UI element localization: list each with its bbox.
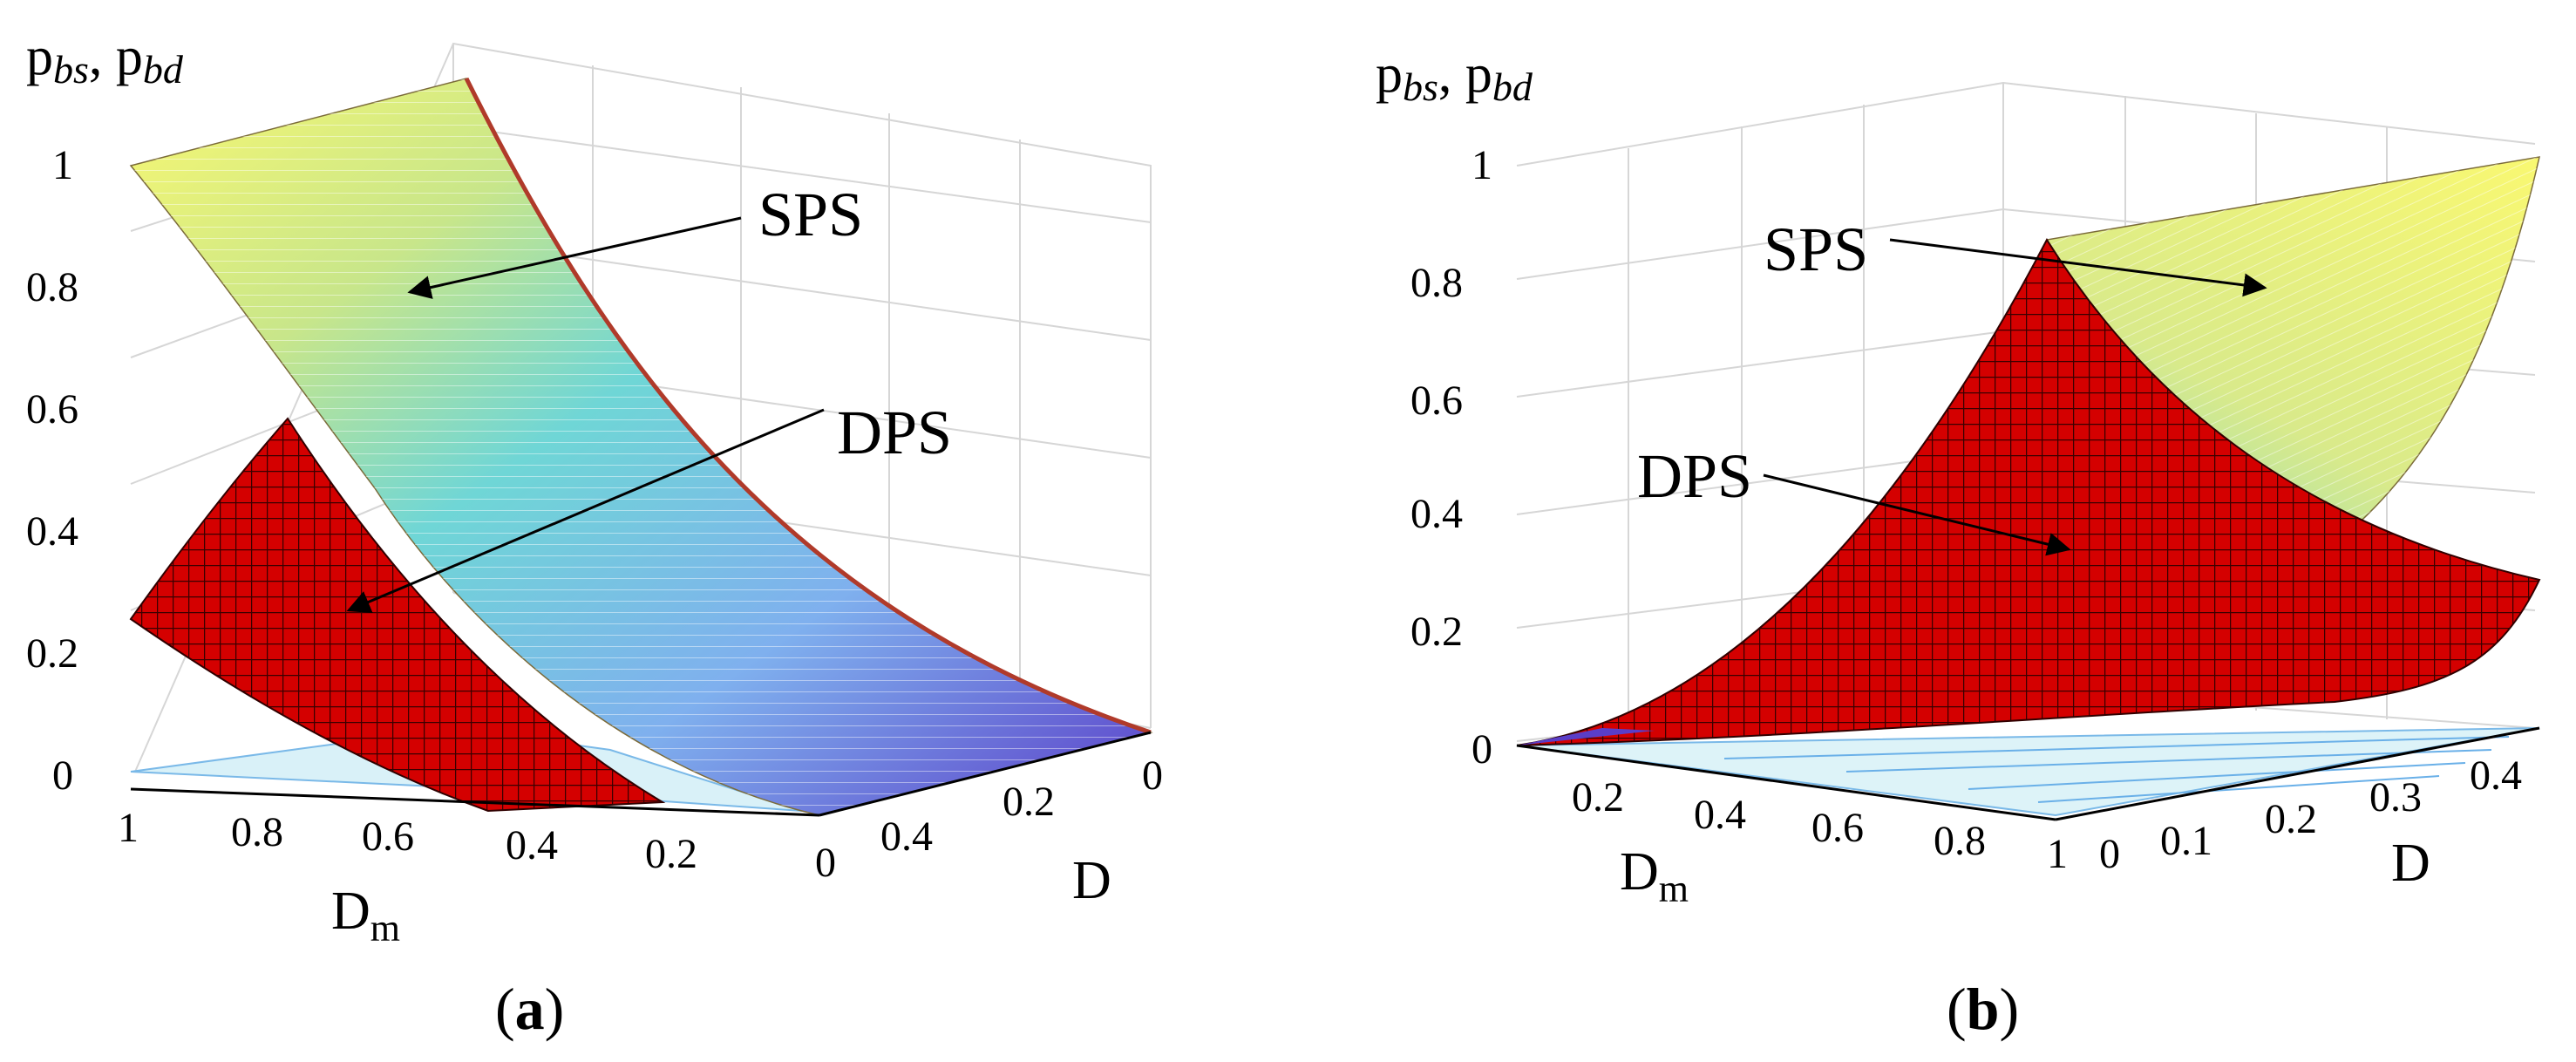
dps-arrow-a xyxy=(346,408,825,613)
dm-ticks-a: 1 0.8 0.6 0.4 0.2 0 xyxy=(118,805,836,886)
sps-arrow-b xyxy=(1889,238,2267,297)
z-axis-label-a: pbs, pbd xyxy=(26,27,184,92)
dm-tick-a-1: 0.8 xyxy=(231,809,283,855)
dm-tick-b-3: 0.8 xyxy=(1934,818,1986,864)
dm-tick-b-0: 0.2 xyxy=(1572,774,1624,820)
z-tick-a-0: 0 xyxy=(52,752,73,799)
z-ticks-b: 0 0.2 0.4 0.6 0.8 1 xyxy=(1410,142,1492,773)
d-tick-a-0: 0.4 xyxy=(880,814,933,860)
chart-b-svg: 0 0.2 0.4 0.6 0.8 1 0.2 0.4 0.6 0.8 1 0 … xyxy=(1376,44,2541,1042)
dm-tick-a-2: 0.6 xyxy=(362,814,414,860)
d-tick-b-4: 0.4 xyxy=(2470,752,2522,799)
z-tick-b-2: 0.4 xyxy=(1410,491,1463,537)
z-tick-b-5: 1 xyxy=(1472,142,1492,188)
panel-a: 0 0.2 0.4 0.6 0.8 1 1 0.8 0.6 0.4 0.2 0 … xyxy=(26,27,1163,1042)
z-axis-label-b: pbs, pbd xyxy=(1376,44,1533,109)
z-tick-a-5: 1 xyxy=(52,142,73,188)
d-tick-b-3: 0.3 xyxy=(2369,774,2422,820)
sps-tail-b xyxy=(1517,728,1655,745)
d-tick-b-1: 0.1 xyxy=(2160,818,2212,864)
dm-tick-a-4: 0.2 xyxy=(645,831,697,877)
dm-axis-label-a: Dm xyxy=(331,882,400,950)
axes-b xyxy=(1516,726,2540,821)
z-ticks-a: 0 0.2 0.4 0.6 0.8 1 xyxy=(26,142,78,799)
dps-callout-b: DPS xyxy=(1637,441,1752,511)
sps-arrow-a xyxy=(407,216,742,299)
d-tick-b-2: 0.2 xyxy=(2265,796,2317,842)
floor-lines-b xyxy=(1723,736,2510,803)
z-tick-a-3: 0.6 xyxy=(26,386,78,432)
z-tick-a-2: 0.4 xyxy=(26,508,78,555)
z-tick-b-3: 0.6 xyxy=(1410,378,1463,424)
sps-edge-a xyxy=(464,77,1152,735)
z-tick-b-4: 0.8 xyxy=(1410,260,1463,306)
dm-tick-b-4: 1 xyxy=(2047,831,2068,877)
z-tick-a-1: 0.2 xyxy=(26,630,78,677)
dps-callout-a: DPS xyxy=(837,398,952,467)
dm-axis-label-b: Dm xyxy=(1620,842,1689,910)
z-tick-a-4: 0.8 xyxy=(26,264,78,310)
dm-ticks-b: 0.2 0.4 0.6 0.8 1 xyxy=(1572,774,2068,877)
chart-a-svg: 0 0.2 0.4 0.6 0.8 1 1 0.8 0.6 0.4 0.2 0 … xyxy=(26,27,1163,1042)
d-tick-a-2: 0 xyxy=(1142,752,1163,799)
dm-tick-b-1: 0.4 xyxy=(1694,792,1746,838)
z-tick-b-0: 0 xyxy=(1472,726,1492,773)
z-tick-b-1: 0.2 xyxy=(1410,609,1463,655)
dm-tick-a-0: 1 xyxy=(118,805,139,851)
d-tick-b-0: 0 xyxy=(2099,831,2120,877)
dps-surface-a xyxy=(129,417,666,813)
d-tick-a-1: 0.2 xyxy=(1003,779,1055,825)
dm-tick-a-3: 0.4 xyxy=(506,822,558,868)
dps-surface-b xyxy=(1516,237,2541,746)
d-ticks-b: 0 0.1 0.2 0.3 0.4 xyxy=(2099,752,2522,877)
axes-a xyxy=(130,731,1152,817)
d-axis-label-a: D xyxy=(1072,851,1111,910)
sps-callout-b: SPS xyxy=(1764,214,1868,284)
sps-mesh-a xyxy=(131,78,1151,815)
dm-tick-a-5: 0 xyxy=(815,840,836,886)
d-axis-label-b: D xyxy=(2391,834,2430,893)
dps-arrow-b xyxy=(1763,473,2071,556)
caption-a: (a) xyxy=(495,976,564,1042)
dm-tick-b-2: 0.6 xyxy=(1811,805,1864,851)
d-ticks-a: 0.4 0.2 0 xyxy=(880,752,1163,860)
panel-b: 0 0.2 0.4 0.6 0.8 1 0.2 0.4 0.6 0.8 1 0 … xyxy=(1288,0,2576,1062)
caption-b: (b) xyxy=(1947,976,2019,1042)
sps-callout-a: SPS xyxy=(758,180,863,249)
